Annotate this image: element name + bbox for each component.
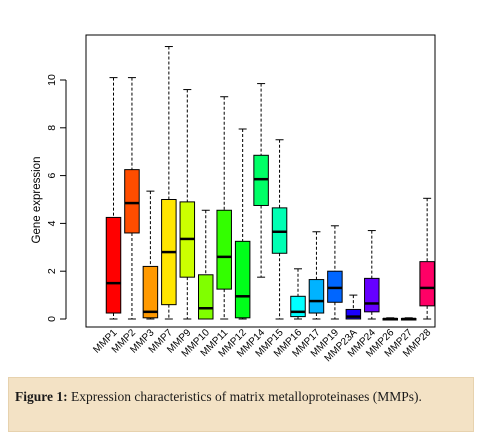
box-mmp16	[290, 268, 306, 320]
box-mmp9	[179, 89, 196, 320]
y-tick-label: 4	[46, 220, 58, 226]
caption-label: Figure 1:	[15, 389, 68, 404]
boxplot-chart: Gene expression 0 2 4 6 8 10 MMP1MMP2MMP3MMP7…	[31, 34, 436, 364]
box-mmp1	[105, 77, 122, 320]
iqr-box	[198, 274, 214, 320]
y-tick-label: 8	[46, 125, 58, 131]
iqr-box	[419, 261, 435, 307]
iqr-box	[124, 169, 140, 234]
caption-text: Expression characteristics of matrix met…	[71, 389, 422, 404]
iqr-box	[142, 265, 159, 319]
iqr-box	[345, 308, 362, 320]
iqr-box	[234, 240, 251, 319]
y-axis: 0 2 4 6 8 10	[46, 74, 67, 322]
iqr-box	[290, 295, 306, 318]
box-mmp3	[142, 190, 159, 320]
box-mmp19	[327, 225, 343, 320]
box-mmp28	[419, 197, 435, 320]
y-tick-label: 10	[46, 74, 58, 86]
box-mmp11	[216, 96, 232, 320]
box-mmp27	[400, 317, 417, 321]
box-mmp15	[271, 139, 288, 320]
plot-frame	[85, 34, 436, 328]
box-mmp17	[308, 231, 325, 320]
y-tick-label: 6	[46, 173, 58, 179]
boxes	[105, 46, 435, 321]
iqr-box	[364, 277, 380, 313]
iqr-box	[308, 279, 325, 314]
box-mmp23a	[345, 294, 362, 320]
figure-caption: Figure 1: Expression characteristics of …	[8, 377, 474, 432]
y-tick-label: 2	[46, 268, 58, 274]
box-mmp2	[124, 77, 140, 320]
box-mmp24	[364, 230, 380, 320]
box-mmp10	[198, 209, 214, 320]
x-axis-labels: MMP1MMP2MMP3MMP7MMP9MMP10MMP11MMP12MMP14…	[91, 327, 433, 364]
y-axis-title: Gene expression	[31, 157, 43, 244]
box-mmp26	[382, 317, 398, 321]
box-mmp14	[253, 83, 269, 278]
y-tick-label: 0	[46, 316, 58, 322]
box-mmp7	[161, 46, 177, 320]
box-mmp12	[234, 128, 251, 320]
iqr-box	[105, 216, 122, 314]
iqr-box	[216, 209, 232, 290]
